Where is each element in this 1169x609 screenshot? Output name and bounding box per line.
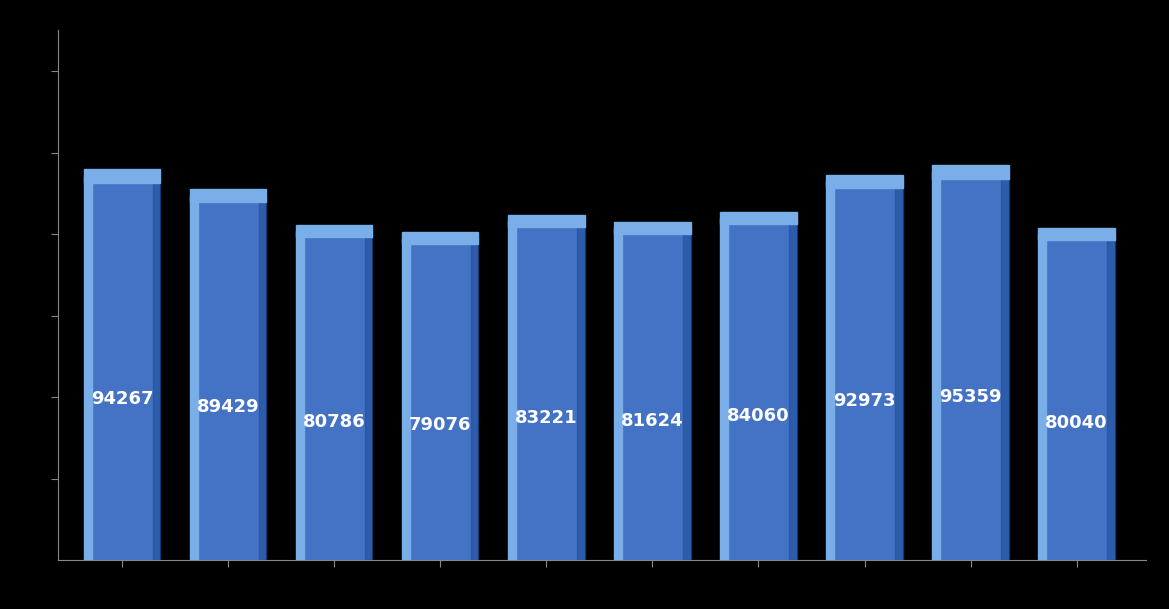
Bar: [789, 217, 796, 560]
Bar: [576, 221, 584, 560]
Bar: [258, 196, 267, 560]
Bar: [191, 196, 198, 560]
Bar: [1107, 234, 1115, 560]
Bar: [509, 221, 516, 560]
Bar: [471, 238, 478, 560]
Bar: [402, 238, 478, 560]
Bar: [1038, 234, 1115, 560]
Text: 94267: 94267: [91, 390, 153, 408]
Bar: [683, 228, 691, 560]
Bar: [296, 231, 304, 560]
Bar: [509, 215, 584, 227]
Text: 84060: 84060: [727, 407, 790, 426]
Bar: [509, 221, 584, 560]
Bar: [895, 181, 902, 560]
Text: 79076: 79076: [409, 416, 471, 434]
Bar: [402, 232, 478, 244]
Bar: [84, 169, 160, 183]
Bar: [614, 228, 622, 560]
Bar: [191, 189, 267, 202]
Bar: [826, 181, 902, 560]
Bar: [720, 211, 796, 224]
Bar: [933, 172, 940, 560]
Bar: [296, 225, 373, 237]
Bar: [296, 231, 373, 560]
Bar: [614, 228, 691, 560]
Text: 89429: 89429: [196, 398, 260, 416]
Text: 81624: 81624: [621, 412, 684, 429]
Text: 80040: 80040: [1045, 414, 1108, 432]
Bar: [153, 176, 160, 560]
Bar: [84, 176, 160, 560]
Bar: [365, 231, 373, 560]
Bar: [826, 181, 833, 560]
Bar: [1038, 228, 1115, 240]
Bar: [720, 217, 796, 560]
Bar: [614, 222, 691, 234]
Bar: [1038, 234, 1046, 560]
Bar: [191, 196, 267, 560]
Bar: [826, 175, 902, 188]
Bar: [1001, 172, 1009, 560]
Text: 92973: 92973: [833, 392, 895, 410]
Text: 80786: 80786: [303, 413, 366, 431]
Text: 83221: 83221: [516, 409, 577, 427]
Bar: [933, 164, 1009, 178]
Bar: [402, 238, 410, 560]
Text: 95359: 95359: [940, 388, 1002, 406]
Bar: [933, 172, 1009, 560]
Bar: [720, 217, 728, 560]
Bar: [84, 176, 91, 560]
